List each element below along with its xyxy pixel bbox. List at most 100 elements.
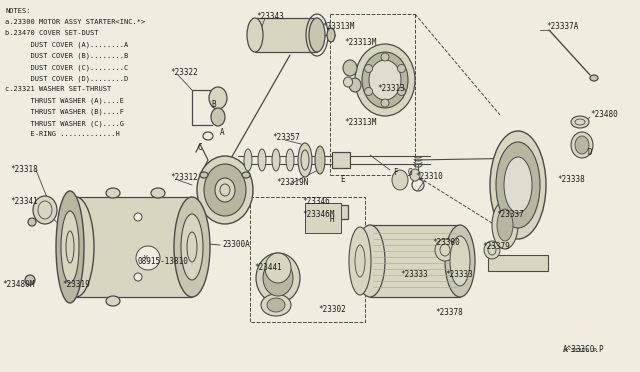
Ellipse shape	[65, 277, 79, 287]
Bar	[488, 255, 548, 271]
Text: *23337A: *23337A	[546, 22, 579, 31]
Ellipse shape	[343, 60, 357, 76]
Ellipse shape	[56, 191, 84, 303]
Ellipse shape	[571, 116, 589, 128]
Text: *23480M: *23480M	[2, 280, 35, 289]
Ellipse shape	[106, 296, 120, 306]
Ellipse shape	[435, 239, 455, 261]
Text: THRUST WASHER (A)....E: THRUST WASHER (A)....E	[5, 97, 124, 104]
Text: *23318: *23318	[10, 165, 38, 174]
Text: THRUST WASHER (B)....F: THRUST WASHER (B)....F	[5, 109, 124, 115]
Ellipse shape	[355, 225, 385, 297]
Ellipse shape	[106, 188, 120, 198]
Text: NOTES:: NOTES:	[5, 8, 31, 14]
Circle shape	[28, 218, 36, 226]
Text: THRUST WASHER (C)....G: THRUST WASHER (C)....G	[5, 120, 124, 126]
Ellipse shape	[344, 77, 353, 87]
Ellipse shape	[211, 108, 225, 126]
Ellipse shape	[571, 132, 593, 158]
Text: a.23300 MOTOR ASSY STARTER<INC.*>: a.23300 MOTOR ASSY STARTER<INC.*>	[5, 19, 145, 25]
Text: *23313: *23313	[377, 84, 404, 93]
Text: D: D	[588, 148, 593, 157]
Ellipse shape	[151, 188, 165, 198]
Text: *23310: *23310	[415, 172, 443, 181]
Text: *23319: *23319	[62, 280, 90, 289]
Ellipse shape	[492, 201, 518, 249]
Circle shape	[381, 99, 389, 107]
Bar	[332, 205, 348, 219]
Ellipse shape	[315, 146, 325, 174]
Ellipse shape	[349, 227, 371, 295]
Ellipse shape	[445, 225, 475, 297]
Ellipse shape	[490, 131, 546, 239]
Ellipse shape	[362, 52, 408, 108]
Ellipse shape	[58, 197, 94, 297]
Ellipse shape	[267, 298, 285, 312]
Circle shape	[136, 246, 160, 270]
Ellipse shape	[258, 149, 266, 171]
Text: *23337: *23337	[496, 210, 524, 219]
Text: 23300A: 23300A	[222, 240, 250, 249]
Text: *23379: *23379	[482, 242, 509, 251]
Ellipse shape	[355, 44, 415, 116]
Text: H: H	[330, 215, 335, 224]
Ellipse shape	[242, 172, 250, 178]
Text: F: F	[393, 168, 397, 177]
Text: DUST COVER (C)........C: DUST COVER (C)........C	[5, 64, 128, 71]
Circle shape	[365, 64, 372, 73]
Bar	[332, 152, 350, 168]
Text: *23338: *23338	[557, 175, 585, 184]
Circle shape	[134, 273, 142, 281]
Ellipse shape	[497, 209, 513, 241]
Ellipse shape	[265, 253, 291, 283]
Text: b.23470 COVER SET-DUST: b.23470 COVER SET-DUST	[5, 31, 99, 36]
Ellipse shape	[215, 178, 235, 202]
Ellipse shape	[272, 149, 280, 171]
Ellipse shape	[256, 253, 300, 303]
Text: A^333C0.P: A^333C0.P	[564, 348, 598, 353]
Ellipse shape	[349, 78, 361, 92]
Text: *23341: *23341	[10, 197, 38, 206]
Circle shape	[25, 275, 35, 285]
Ellipse shape	[484, 241, 500, 259]
Circle shape	[397, 87, 406, 96]
Text: A: A	[220, 128, 225, 137]
Text: 08915-13810: 08915-13810	[138, 257, 189, 266]
Ellipse shape	[590, 75, 598, 81]
Ellipse shape	[327, 28, 335, 42]
Bar	[305, 203, 341, 233]
Text: B: B	[211, 100, 216, 109]
Bar	[250, 197, 365, 322]
Text: A^333C0.P: A^333C0.P	[563, 345, 605, 354]
Text: *23313M: *23313M	[322, 22, 355, 31]
Circle shape	[397, 64, 406, 73]
Text: E-RING .............H: E-RING .............H	[5, 131, 120, 137]
Text: c.23321 WASHER SET-THRUST: c.23321 WASHER SET-THRUST	[5, 86, 111, 92]
Ellipse shape	[247, 18, 263, 52]
Text: DUST COVER (A)........A: DUST COVER (A)........A	[5, 42, 128, 48]
Ellipse shape	[392, 170, 408, 190]
Ellipse shape	[575, 136, 589, 154]
Ellipse shape	[174, 197, 210, 297]
Text: *23357: *23357	[272, 133, 300, 142]
Text: *23333: *23333	[445, 270, 473, 279]
Text: DUST COVER (D)........D: DUST COVER (D)........D	[5, 75, 128, 82]
Ellipse shape	[261, 294, 291, 316]
Text: V: V	[144, 255, 148, 260]
Text: *23480: *23480	[590, 110, 618, 119]
Text: *23302: *23302	[318, 305, 346, 314]
Text: *23319N: *23319N	[276, 178, 308, 187]
Ellipse shape	[450, 236, 470, 286]
Ellipse shape	[309, 18, 325, 52]
Text: *23322: *23322	[170, 68, 198, 77]
Ellipse shape	[286, 149, 294, 171]
Text: *23441: *23441	[254, 263, 282, 272]
Text: *23313M: *23313M	[344, 38, 376, 47]
Text: *23346: *23346	[302, 197, 330, 206]
Bar	[370, 225, 460, 297]
Text: DUST COVER (B)........B: DUST COVER (B)........B	[5, 53, 128, 59]
Text: E: E	[340, 175, 344, 184]
Text: *23313M: *23313M	[344, 118, 376, 127]
Text: G: G	[408, 168, 413, 177]
Ellipse shape	[496, 142, 540, 228]
